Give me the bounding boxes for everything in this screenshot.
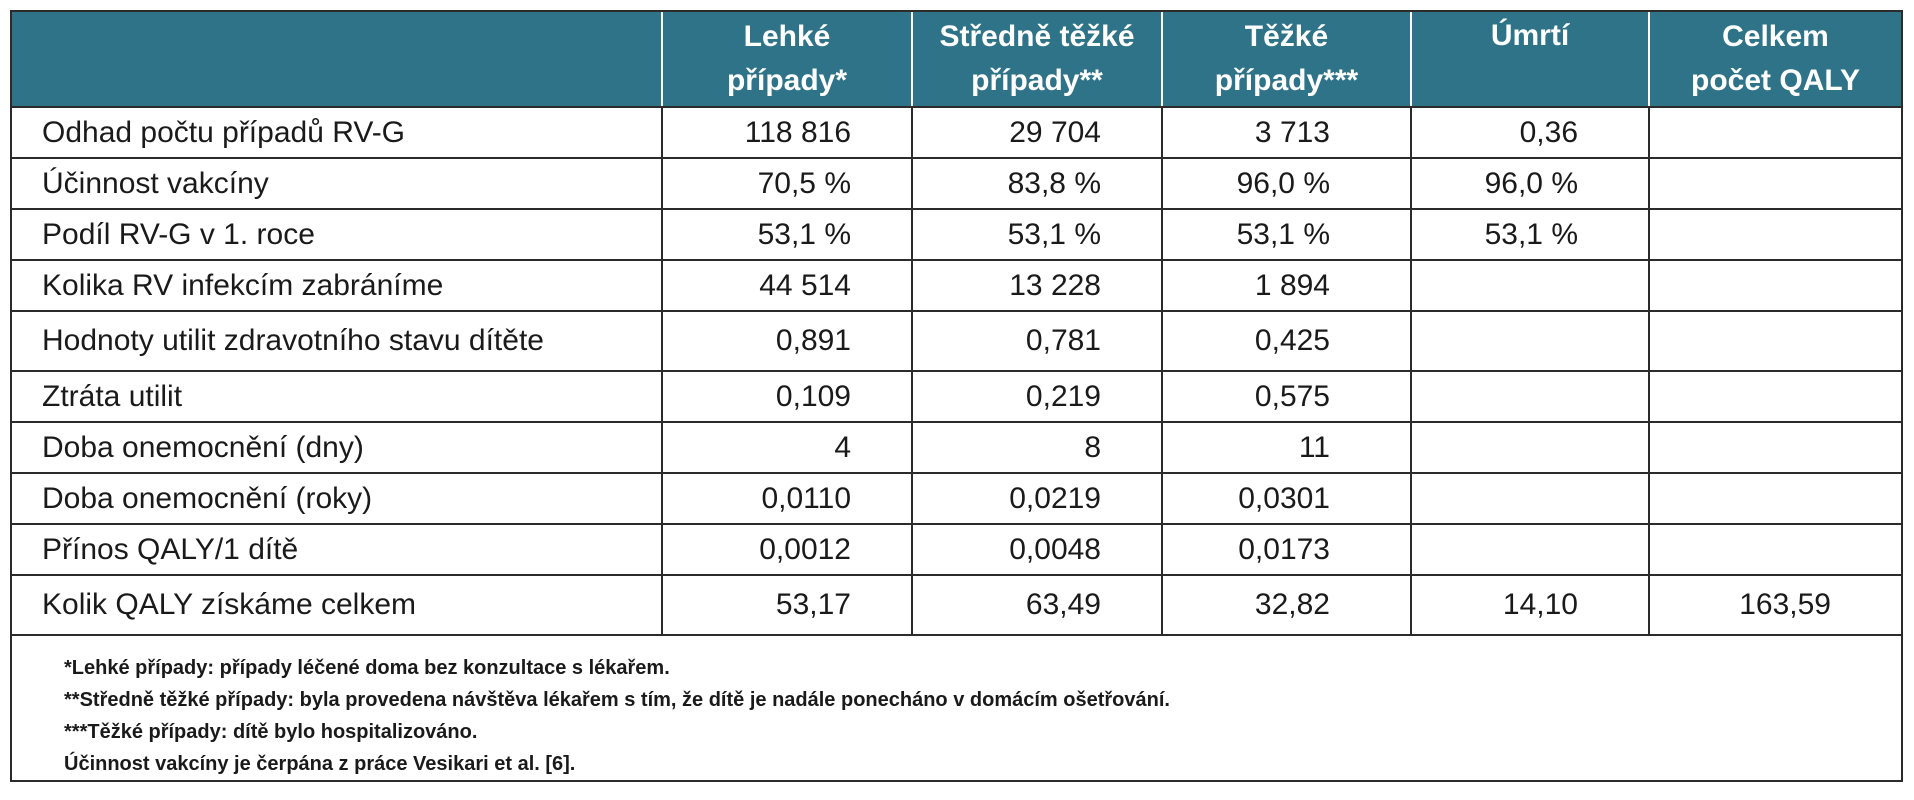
table-header-row: Lehké případy* Středně těžké případy** T…: [12, 12, 1901, 108]
cell-lehke: 0,0012: [661, 524, 912, 576]
cell-celkem: [1648, 260, 1901, 312]
cell-lehke: 44 514: [661, 260, 912, 312]
cell-umrti: [1410, 311, 1649, 372]
cell-tezke: 0,575: [1161, 371, 1411, 423]
qaly-table-figure: Lehké případy* Středně těžké případy** T…: [10, 10, 1903, 782]
row-label: Ztráta utilit: [12, 371, 662, 423]
table-row: Ztráta utilit 0,109 0,219 0,575: [12, 371, 1901, 423]
header-line: počet QALY: [1691, 64, 1860, 97]
cell-stredne: 83,8 %: [911, 158, 1162, 210]
cell-celkem: [1648, 524, 1901, 576]
footnotes: *Lehké případy: případy léčené doma bez …: [12, 636, 1901, 780]
cell-lehke: 0,109: [661, 371, 912, 423]
cell-stredne: 0,219: [911, 371, 1162, 423]
cell-stredne: 53,1 %: [911, 209, 1162, 261]
cell-tezke: 0,425: [1161, 311, 1411, 372]
cell-umrti: 53,1 %: [1410, 209, 1649, 261]
header-umrti: Úmrtí: [1410, 12, 1649, 108]
cell-lehke: 53,1 %: [661, 209, 912, 261]
table-row: Účinnost vakcíny 70,5 % 83,8 % 96,0 % 96…: [12, 158, 1901, 210]
cell-tezke: 96,0 %: [1161, 158, 1411, 210]
cell-tezke: 3 713: [1161, 107, 1411, 159]
cell-celkem: [1648, 311, 1901, 372]
table-row: Kolik QALY získáme celkem 53,17 63,49 32…: [12, 575, 1901, 636]
table-row: Odhad počtu případů RV-G 118 816 29 704 …: [12, 107, 1901, 159]
table-row: Kolika RV infekcím zabráníme 44 514 13 2…: [12, 260, 1901, 312]
cell-stredne: 0,781: [911, 311, 1162, 372]
header-celkem-qaly: Celkem počet QALY: [1648, 12, 1901, 108]
cell-stredne: 63,49: [911, 575, 1162, 636]
cell-tezke: 0,0173: [1161, 524, 1411, 576]
row-label: Účinnost vakcíny: [12, 158, 662, 210]
cell-tezke: 0,0301: [1161, 473, 1411, 525]
qaly-table: Lehké případy* Středně těžké případy** T…: [12, 12, 1901, 636]
cell-stredne: 8: [911, 422, 1162, 474]
cell-umrti: [1410, 422, 1649, 474]
row-label: Podíl RV-G v 1. roce: [12, 209, 662, 261]
cell-tezke: 11: [1161, 422, 1411, 474]
table-row: Přínos QALY/1 dítě 0,0012 0,0048 0,0173: [12, 524, 1901, 576]
header-stredne-tezke-pripady: Středně těžké případy**: [911, 12, 1162, 108]
table-row: Podíl RV-G v 1. roce 53,1 % 53,1 % 53,1 …: [12, 209, 1901, 261]
header-line: případy**: [971, 64, 1103, 97]
row-label: Kolika RV infekcím zabráníme: [12, 260, 662, 312]
cell-umrti: [1410, 260, 1649, 312]
row-label: Kolik QALY získáme celkem: [12, 575, 662, 636]
cell-lehke: 53,17: [661, 575, 912, 636]
cell-umrti: 96,0 %: [1410, 158, 1649, 210]
header-line: Středně těžké: [939, 20, 1135, 53]
footnote-stredne: **Středně těžké případy: byla provedena …: [64, 689, 1170, 711]
header-line: Úmrtí: [1490, 19, 1570, 52]
cell-stredne: 29 704: [911, 107, 1162, 159]
cell-lehke: 70,5 %: [661, 158, 912, 210]
header-line: Těžké: [1244, 20, 1329, 53]
cell-lehke: 4: [661, 422, 912, 474]
header-tezke-pripady: Těžké případy***: [1161, 12, 1411, 108]
cell-stredne: 0,0219: [911, 473, 1162, 525]
header-empty: [12, 12, 662, 108]
cell-celkem: [1648, 422, 1901, 474]
header-line: Celkem: [1722, 20, 1829, 53]
cell-lehke: 0,0110: [661, 473, 912, 525]
row-label: Odhad počtu případů RV-G: [12, 107, 662, 159]
cell-umrti: 0,36: [1410, 107, 1649, 159]
cell-celkem: [1648, 209, 1901, 261]
header-lehke-pripady: Lehké případy*: [661, 12, 912, 108]
cell-tezke: 32,82: [1161, 575, 1411, 636]
cell-lehke: 0,891: [661, 311, 912, 372]
row-label: Hodnoty utilit zdravotního stavu dítěte: [12, 311, 662, 372]
cell-tezke: 53,1 %: [1161, 209, 1411, 261]
table-row: Hodnoty utilit zdravotního stavu dítěte …: [12, 311, 1901, 372]
header-line: případy***: [1214, 64, 1359, 97]
footnote-source: Účinnost vakcíny je čerpána z práce Vesi…: [64, 753, 576, 775]
cell-celkem: [1648, 158, 1901, 210]
cell-umrti: [1410, 473, 1649, 525]
footnote-lehke: *Lehké případy: případy léčené doma bez …: [64, 657, 670, 679]
row-label: Doba onemocnění (dny): [12, 422, 662, 474]
cell-celkem: [1648, 473, 1901, 525]
cell-tezke: 1 894: [1161, 260, 1411, 312]
cell-celkem: [1648, 371, 1901, 423]
cell-lehke: 118 816: [661, 107, 912, 159]
header-line: případy*: [726, 64, 848, 97]
cell-stredne: 13 228: [911, 260, 1162, 312]
row-label: Doba onemocnění (roky): [12, 473, 662, 525]
footnote-tezke: ***Těžké případy: dítě bylo hospitalizov…: [64, 721, 478, 743]
cell-umrti: [1410, 371, 1649, 423]
row-label: Přínos QALY/1 dítě: [12, 524, 662, 576]
cell-celkem: [1648, 107, 1901, 159]
cell-celkem: 163,59: [1648, 575, 1901, 636]
header-line: Lehké: [743, 20, 831, 53]
cell-umrti: [1410, 524, 1649, 576]
table-row: Doba onemocnění (roky) 0,0110 0,0219 0,0…: [12, 473, 1901, 525]
cell-umrti: 14,10: [1410, 575, 1649, 636]
table-row: Doba onemocnění (dny) 4 8 11: [12, 422, 1901, 474]
cell-stredne: 0,0048: [911, 524, 1162, 576]
